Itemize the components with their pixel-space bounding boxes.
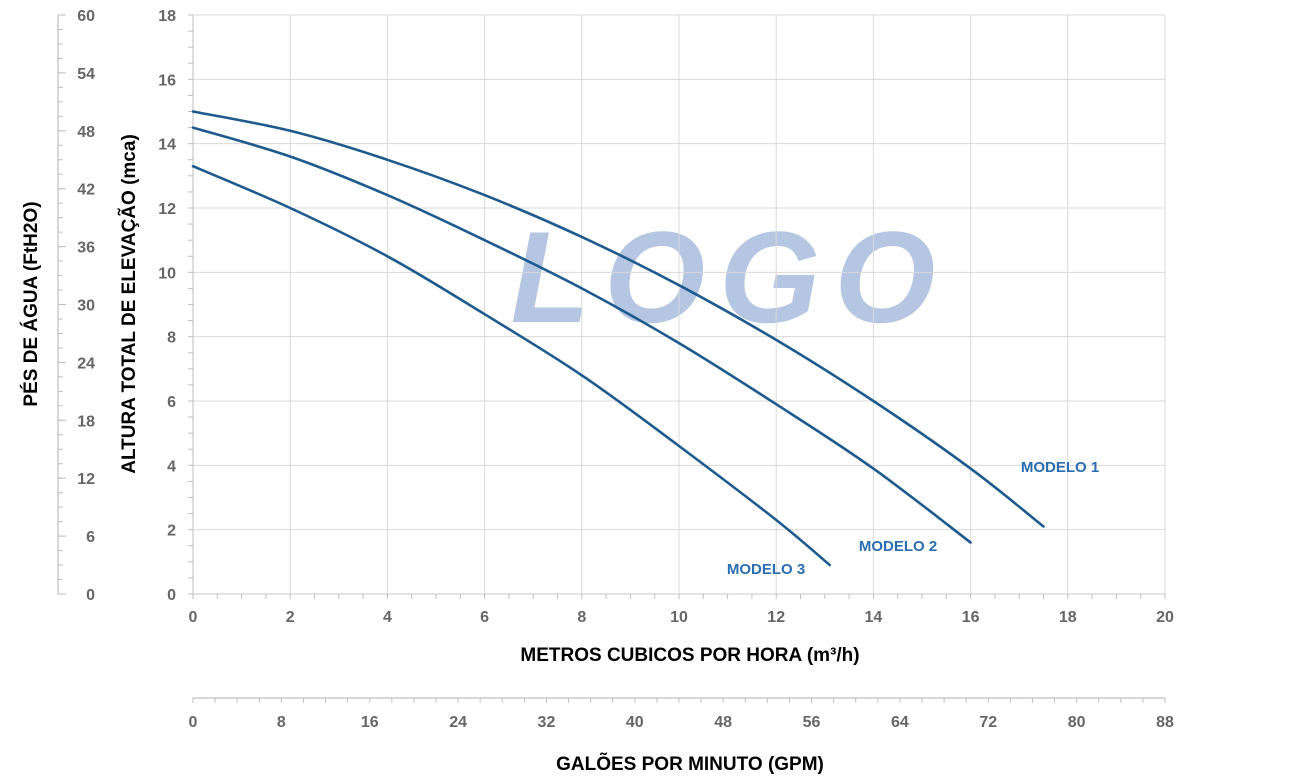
y-tick-label: 2 xyxy=(167,523,176,540)
secondary-x-tick-label: 8 xyxy=(277,714,286,731)
y-tick-label: 12 xyxy=(158,201,176,218)
y-tick-label: 18 xyxy=(158,8,176,25)
secondary-x-tick-label: 40 xyxy=(626,714,644,731)
secondary-y-tick-label: 42 xyxy=(77,182,95,199)
logo-watermark: LOGO xyxy=(511,204,950,350)
secondary-x-tick-label: 32 xyxy=(538,714,556,731)
y-tick-label: 4 xyxy=(167,458,176,475)
series-line-1 xyxy=(191,110,1045,528)
secondary-x-axis-title: GALÕES POR MINUTO (GPM) xyxy=(556,753,824,775)
y-tick-label: 10 xyxy=(158,265,176,282)
secondary-x-tick-label: 80 xyxy=(1068,714,1086,731)
x-tick-label: 18 xyxy=(1059,609,1077,626)
x-tick-label: 12 xyxy=(767,609,785,626)
y-axis: 0 2 4 6 8 10 12 14 16 18 xyxy=(158,8,193,604)
secondary-x-tick-label: 24 xyxy=(449,714,467,731)
x-tick-label: 8 xyxy=(577,609,586,626)
x-tick-label: 14 xyxy=(865,609,883,626)
x-tick-label: 20 xyxy=(1156,609,1174,626)
series-label-1: MODELO 1 xyxy=(1021,459,1099,476)
grid xyxy=(192,14,1166,595)
x-tick-label: 4 xyxy=(383,609,392,626)
secondary-y-tick-label: 0 xyxy=(86,587,95,604)
secondary-x-tick-label: 72 xyxy=(979,714,997,731)
y-tick-label: 16 xyxy=(158,72,176,89)
y-axis-title: ALTURA TOTAL DE ELEVAÇÃO (mca) xyxy=(118,134,140,474)
x-tick-label: 2 xyxy=(286,609,295,626)
series-label-2: MODELO 2 xyxy=(859,538,937,555)
series-labels: MODELO 1 MODELO 2 MODELO 3 xyxy=(727,459,1099,578)
secondary-x-tick-label: 48 xyxy=(714,714,732,731)
secondary-x-tick-label: 16 xyxy=(361,714,379,731)
series-line-3 xyxy=(191,164,831,567)
secondary-y-axis-title: PÉS DE ÁGUA (FtH2O) xyxy=(20,201,42,406)
x-tick-label: 16 xyxy=(962,609,980,626)
series-line-2 xyxy=(191,126,972,544)
x-tick-label: 6 xyxy=(480,609,489,626)
x-tick-label: 10 xyxy=(670,609,688,626)
secondary-y-tick-label: 60 xyxy=(77,8,95,25)
secondary-y-axis: 0 6 12 18 24 30 36 42 48 54 60 xyxy=(57,8,95,604)
series-label-3: MODELO 3 xyxy=(727,561,805,578)
y-tick-label: 8 xyxy=(167,330,176,347)
secondary-x-tick-label: 0 xyxy=(189,714,198,731)
y-tick-label: 0 xyxy=(167,587,176,604)
series-lines xyxy=(191,110,1045,567)
secondary-y-tick-label: 54 xyxy=(77,66,95,83)
y-tick-label: 6 xyxy=(167,394,176,411)
secondary-x-axis: 0 8 16 24 32 40 48 56 64 72 80 88 xyxy=(189,697,1174,731)
secondary-y-tick-label: 12 xyxy=(77,471,95,488)
secondary-x-tick-label: 64 xyxy=(891,714,909,731)
x-axis: 0 2 4 6 8 10 12 14 16 18 20 xyxy=(189,594,1174,626)
secondary-x-tick-label: 56 xyxy=(803,714,821,731)
secondary-y-tick-label: 6 xyxy=(86,529,95,546)
secondary-y-tick-label: 30 xyxy=(77,298,95,315)
x-axis-title: METROS CUBICOS POR HORA (m³/h) xyxy=(520,645,859,666)
secondary-y-tick-label: 18 xyxy=(77,413,95,430)
secondary-y-tick-label: 24 xyxy=(77,355,95,372)
y-tick-label: 14 xyxy=(158,137,176,154)
x-tick-label: 0 xyxy=(189,609,198,626)
secondary-x-tick-label: 88 xyxy=(1156,714,1174,731)
secondary-y-tick-label: 48 xyxy=(77,124,95,141)
secondary-y-tick-label: 36 xyxy=(77,240,95,257)
